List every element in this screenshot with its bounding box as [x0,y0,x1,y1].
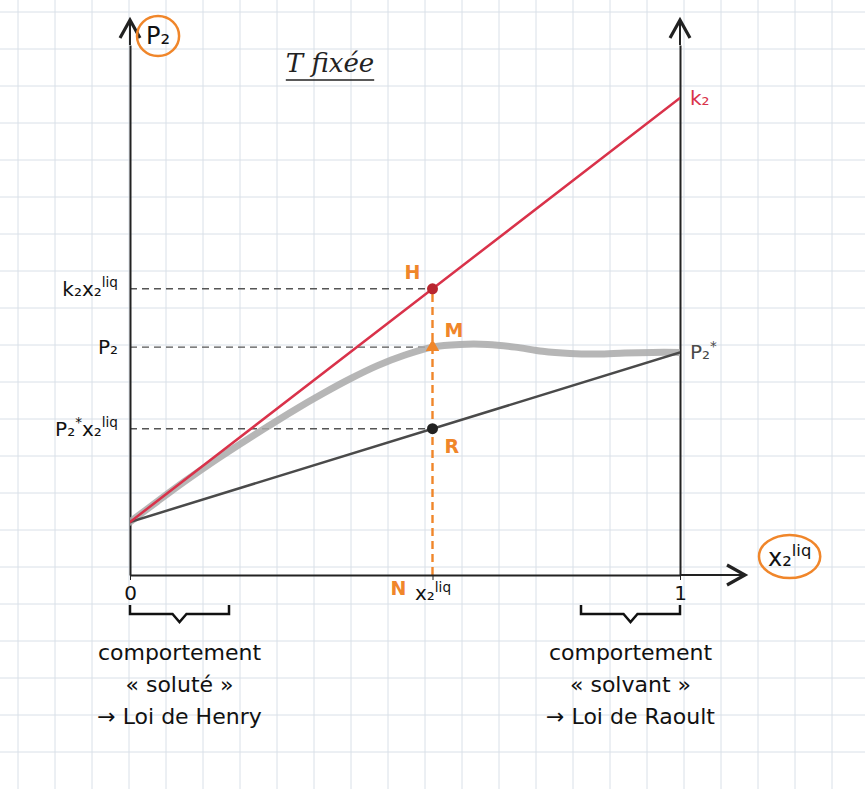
paper-line [721,0,722,789]
guide-line [130,346,433,347]
title-underline [286,79,374,81]
text-part: P₂ [690,340,710,364]
superscript: * [710,338,717,354]
paper-line [462,0,463,789]
text-part: P₂ [98,335,118,359]
y2-tick-label: k₂ [690,86,710,110]
region-text: comportement [549,640,713,665]
x-tick: 1 [674,575,687,605]
x-axis-title: x₂liq [768,541,811,572]
paper-line [55,0,56,789]
region-text: comportement [98,640,262,665]
paper-line [388,0,389,789]
x-tick-mark [433,575,434,580]
y-axis-title-circle [137,16,179,56]
paper-line [0,752,865,753]
text-part: x₂ [415,581,435,605]
paper-line [647,0,648,789]
superscript: liq [102,414,118,430]
series-line [130,98,680,522]
paper-line [573,0,574,789]
paper-line [166,0,167,789]
text-part: k₂x₂ [62,277,101,301]
paper-line [425,0,426,789]
region-text: « soluté » [125,672,233,697]
paper-line [536,0,537,789]
paper-line [795,0,796,789]
point-marker [427,423,438,434]
region-text: « solvant » [570,672,691,697]
y-tick: P₂*x₂liq [55,414,130,440]
x-axis-title-circle [759,535,820,578]
paper-grid [0,0,865,789]
text-part: x₂ [82,417,102,441]
axis-arrow [129,20,131,45]
region-bracket [130,605,229,622]
x-tick-label: 1 [674,581,687,605]
text-part: k₂ [690,86,710,110]
text-part: P₂ [55,417,75,441]
chart: T fixée0x₂liq1k₂x₂liqP₂P₂*x₂liqk₂P₂*P₂x₂… [0,0,865,789]
paper-line [277,0,278,789]
paper-line [351,0,352,789]
paper-line [758,0,759,789]
y-tick: k₂x₂liq [62,274,130,300]
y-tick-label: P₂*x₂liq [55,414,118,440]
x-tick: 0 [124,575,137,605]
text-part: P₂ [146,22,170,50]
point-label: H [405,261,421,283]
paper-line [499,0,500,789]
paper-line [832,0,833,789]
point-label: M [445,319,464,341]
region-text: → Loi de Raoult [546,704,715,729]
point-label: N [391,577,407,599]
y-tick-label: k₂x₂liq [62,274,118,300]
y-axis-line [130,46,132,576]
region-bracket [581,605,680,622]
paper-line [203,0,204,789]
y2-tick: k₂ [680,86,710,110]
paper-line [92,0,93,789]
series-line [130,344,680,522]
superscript: liq [792,541,811,560]
y-tick: P₂ [98,335,130,359]
x-tick-mark [130,575,131,580]
axis-arrow [679,20,681,45]
guides [130,289,433,575]
paper-line [610,0,611,789]
point-label: R [445,435,460,457]
y-tick-label: P₂ [98,335,118,359]
x-tick-label: x₂liq [415,579,451,605]
y2-tick: P₂* [680,338,717,364]
y2-axis: k₂ P₂* [680,46,717,576]
point-marker [427,283,438,294]
superscript: liq [102,274,118,290]
region-text: → Loi de Henry [97,704,261,729]
y2-tick-label: P₂* [690,338,717,364]
y-axis-title: P₂ [146,22,170,50]
paper-line [129,0,130,789]
axis-arrow [680,574,745,576]
text-part: x₂ [768,544,792,572]
y-axis: k₂x₂liqP₂P₂*x₂liq [55,46,130,576]
paper-line [18,0,19,789]
guide-line [130,428,433,429]
plot-area [130,98,680,522]
point-marker [426,339,440,351]
x-tick: x₂liq [415,575,451,605]
series-line [130,352,680,522]
y2-axis-line [680,46,682,576]
paper-line [684,0,685,789]
title: T fixée [286,48,374,78]
guide-line [130,288,433,289]
x-axis: 0 x₂liq 1 [124,575,687,605]
paper-line [240,0,241,789]
x-tick-label: 0 [124,581,137,605]
paper-line [0,12,865,13]
superscript: liq [435,579,451,595]
